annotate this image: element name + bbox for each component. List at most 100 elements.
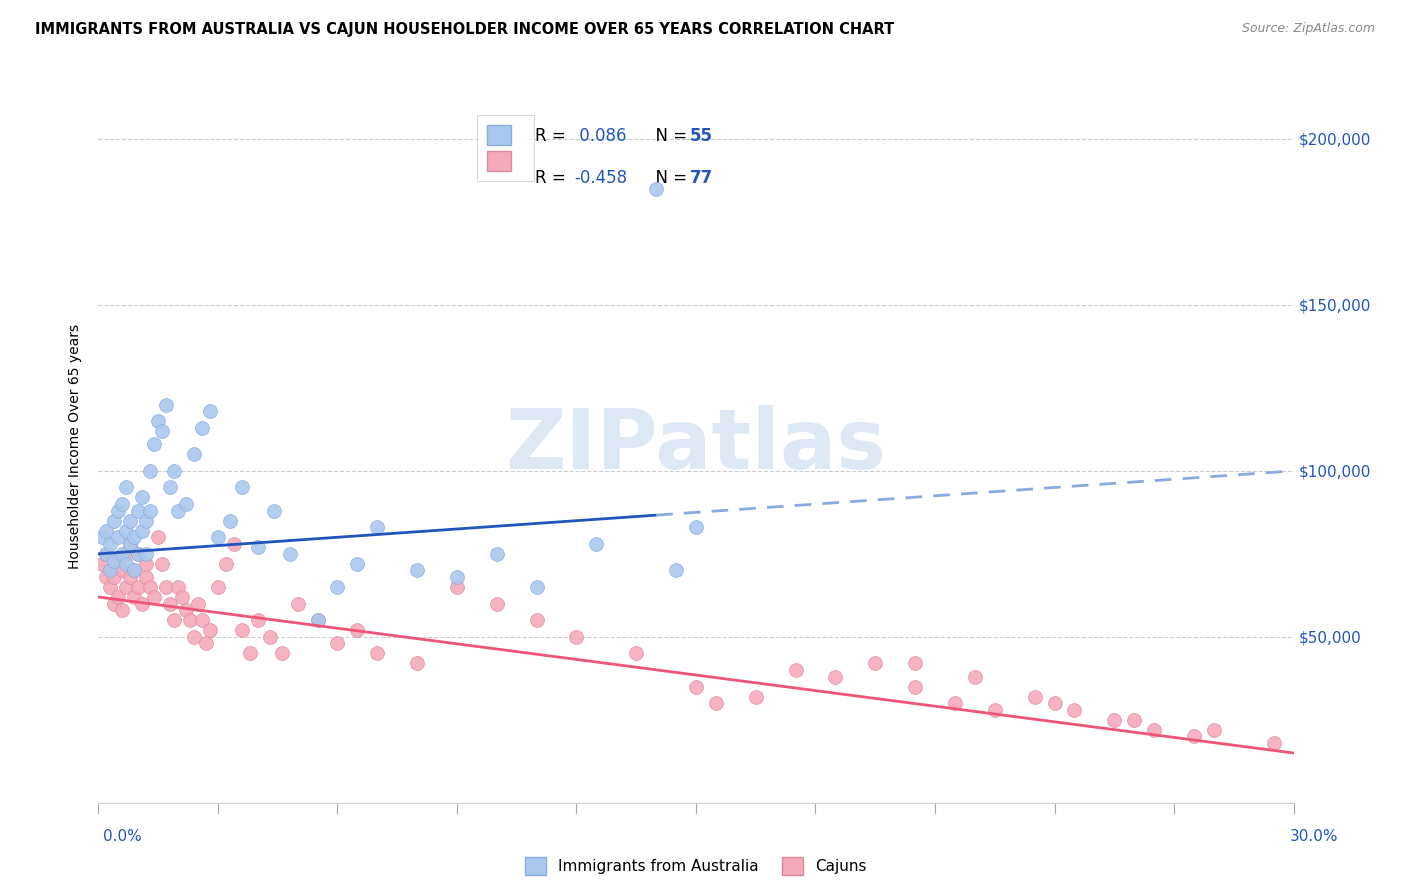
Point [183,447,205,461]
Text: ZIPatlas: ZIPatlas [506,406,886,486]
Point [287,597,309,611]
Text: 77: 77 [690,169,713,187]
Point [207,530,229,544]
Point [984,703,1007,717]
Point [326,636,349,650]
Y-axis label: Householder Income Over 65 years: Householder Income Over 65 years [69,324,83,568]
Point [1043,696,1066,710]
Point [485,547,508,561]
Point [96,547,118,561]
Point [406,564,429,578]
Point [239,647,262,661]
Point [219,514,242,528]
Point [191,421,214,435]
Text: 0.086: 0.086 [574,127,627,145]
Point [645,182,668,196]
Point [263,504,285,518]
Point [904,680,927,694]
Point [366,520,388,534]
Point [179,613,201,627]
Point [785,663,807,677]
Point [1102,713,1125,727]
Point [346,557,368,571]
Point [131,524,153,538]
Point [148,414,170,428]
Point [215,557,238,571]
Point [1263,736,1285,750]
Point [115,557,138,571]
Point [526,580,548,594]
Point [124,564,146,578]
Point [326,580,349,594]
Point [446,580,468,594]
Point [100,564,122,578]
Point [222,537,245,551]
Point [307,613,329,627]
Point [103,570,125,584]
Point [91,530,114,544]
Text: -0.458: -0.458 [574,169,627,187]
Point [111,564,134,578]
Point [159,481,181,495]
Point [159,597,181,611]
Point [120,537,142,551]
Point [127,580,149,594]
Text: R =: R = [534,169,571,187]
Point [103,514,125,528]
Point [111,603,134,617]
Point [406,657,429,671]
Point [172,590,194,604]
Point [963,670,986,684]
Point [167,504,190,518]
Text: 0.0%: 0.0% [103,830,142,844]
Point [107,530,129,544]
Point [107,553,129,567]
Point [187,597,209,611]
Point [346,624,368,638]
Point [115,580,138,594]
Point [1123,713,1146,727]
Text: IMMIGRANTS FROM AUSTRALIA VS CAJUN HOUSEHOLDER INCOME OVER 65 YEARS CORRELATION : IMMIGRANTS FROM AUSTRALIA VS CAJUN HOUSE… [35,22,894,37]
Point [120,570,142,584]
Point [100,537,122,551]
Point [111,547,134,561]
Point [155,580,177,594]
Point [139,504,162,518]
Point [231,624,253,638]
Point [167,580,190,594]
Point [307,613,329,627]
Point [246,540,269,554]
Point [150,557,173,571]
Point [195,636,218,650]
Point [183,630,205,644]
Point [148,530,170,544]
Point [904,657,927,671]
Point [526,613,548,627]
Point [446,570,468,584]
Point [120,537,142,551]
Point [665,564,688,578]
Text: 30.0%: 30.0% [1291,830,1339,844]
Point [246,613,269,627]
Point [259,630,281,644]
Point [863,657,887,671]
Point [943,696,966,710]
Point [103,597,125,611]
Point [565,630,588,644]
Point [139,464,162,478]
Text: R =: R = [534,127,571,145]
Point [163,464,186,478]
Point [278,547,301,561]
Point [626,647,648,661]
Point [485,597,508,611]
Point [745,690,768,704]
Point [135,547,157,561]
Legend: Immigrants from Australia, Cajuns: Immigrants from Australia, Cajuns [519,851,873,880]
Point [124,590,146,604]
Text: N =: N = [644,169,692,187]
Text: N =: N = [644,127,692,145]
Point [143,590,166,604]
Point [1024,690,1046,704]
Point [96,547,118,561]
Point [100,580,122,594]
